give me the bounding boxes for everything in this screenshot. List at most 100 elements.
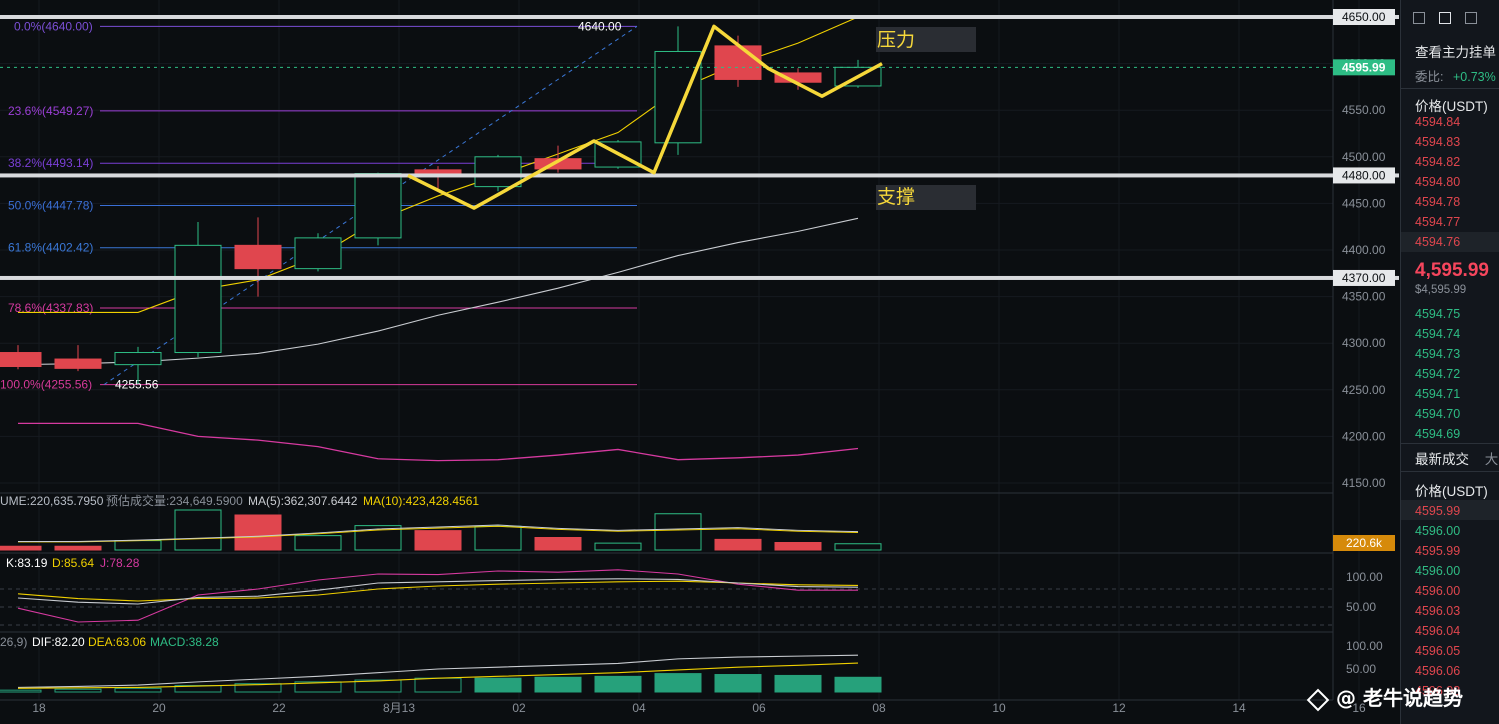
bid-row[interactable]: 4594.71 [1415,387,1461,401]
y-tick-label: 4500.00 [1342,150,1386,164]
level-line [0,15,1399,19]
tab-latest-trades[interactable]: 最新成交 大 [1415,452,1499,467]
level-badge [1333,167,1395,184]
macd-y-tick: 100.00 [1346,639,1383,653]
macd-dea-label: DEA:63.06 [88,635,146,649]
fib-label: 61.8%(4402.42) [8,241,93,255]
trade-row[interactable]: 4595.99 [1415,544,1461,558]
ma-pink-line [18,422,859,462]
ask-row[interactable]: 4594.84 [1415,115,1461,129]
fib-label: 50.0%(4447.78) [8,198,93,212]
level-badge-label: 4370.00 [1342,271,1386,285]
resistance-box [876,27,976,52]
ratio-label: 委比: [1415,70,1444,84]
fib-label: 38.2%(4493.14) [8,156,93,170]
order-book-title[interactable]: 查看主力挂单 [1415,45,1496,60]
volume-bar [474,525,522,551]
x-tick-label: 20 [152,701,166,715]
current-price: 4,595.99 [1415,260,1489,281]
ask-row[interactable]: 4594.76 [1415,235,1461,249]
level-badge [1333,269,1395,286]
order-book-view-toggles[interactable] [1401,0,1499,36]
kdj-d-label: D:85.64 [52,556,94,570]
book-list-icon[interactable] [1465,12,1477,24]
trade-row[interactable]: 4596.05 [1415,644,1461,658]
macd-histogram-bar [534,676,582,693]
trade-row[interactable]: 4596.06 [1415,664,1461,678]
fib-label: 23.6%(4549.27) [8,104,93,118]
volume-ma2-line [18,524,859,542]
volume-bar [594,542,642,551]
price-chart[interactable]: 4650.004600.004550.004500.004450.004400.… [0,0,1400,724]
fib-label: 100.0%(4255.56) [0,378,92,392]
fib-label: 78.6%(4337.83) [8,301,93,315]
bid-row[interactable]: 4594.69 [1415,427,1461,441]
bid-row[interactable]: 4594.75 [1415,307,1461,321]
macd-histogram-bar [474,677,522,693]
macd-dif-label: DIF:82.20 [32,635,85,649]
candle [234,244,282,270]
trade-row[interactable]: 4595.99 [1415,504,1461,518]
diamond-icon [1306,688,1330,711]
bid-row[interactable]: 4594.73 [1415,347,1461,361]
macd-value-label: MACD:38.28 [150,635,219,649]
volume-bar [654,513,702,551]
trade-row[interactable]: 4596.04 [1415,624,1461,638]
bid-row[interactable]: 4594.70 [1415,407,1461,421]
candle [0,352,42,367]
candle [714,45,762,80]
current-price-badge [1333,59,1395,76]
current-price-label: 4595.99 [1342,60,1386,74]
kdj-j-line [17,569,858,623]
volume-badge-label: 220.6k [1346,536,1383,550]
ratio-row: 委比: +0.73% [1415,66,1496,85]
y-tick-label: 4300.00 [1342,336,1386,350]
candle [654,50,702,144]
price-header: 价格(USDT) [1415,99,1488,114]
volume-ma5: MA(5):362,307.6442 [248,494,358,508]
bid-row[interactable]: 4594.74 [1415,327,1461,341]
macd-histogram-bar [114,687,162,693]
trade-row[interactable]: 4596.03 [1415,604,1461,618]
bid-row[interactable]: 4594.72 [1415,367,1461,381]
watermark: @ 老牛说趋势 [1306,682,1463,711]
trade-row-highlight [1401,500,1499,520]
volume-header: UME:220,635.7950 [0,494,104,508]
macd-histogram-bar [354,679,402,693]
level-badge-label: 4480.00 [1342,168,1386,182]
ask-row[interactable]: 4594.78 [1415,195,1461,209]
trades-price-header: 价格(USDT) [1415,484,1488,499]
kdj-y-tick: 100.00 [1346,570,1383,584]
x-tick-label: 02 [512,701,526,715]
volume-ma10: MA(10):423,428.4561 [363,494,479,508]
candle [54,358,102,369]
trade-row[interactable]: 4596.00 [1415,524,1461,538]
layout-icon[interactable] [1413,12,1425,24]
volume-bar [54,545,102,551]
kdj-k-label: K:83.19 [6,556,48,570]
volume-badge [1333,535,1395,551]
macd-histogram-bar [594,675,642,693]
volume-estimate: 预估成交量:234,649.5900 [106,493,243,508]
x-tick-label: 22 [272,701,286,715]
ask-row-highlight [1401,232,1499,252]
volume-bar [234,514,282,551]
support-box [876,185,976,210]
kdj-y-tick: 50.00 [1346,600,1376,614]
trade-row[interactable]: 4596.00 [1415,584,1461,598]
x-tick-label: 16 [1352,701,1366,715]
ask-row[interactable]: 4594.82 [1415,155,1461,169]
ask-row[interactable]: 4594.77 [1415,215,1461,229]
kdj-k-line [17,578,859,605]
x-tick-label: 8月13 [383,701,415,715]
trade-row[interactable]: 4596.08 [1415,684,1461,698]
kdj-j-label: J:78.28 [100,556,140,570]
y-tick-label: 4350.00 [1342,290,1386,304]
trade-row[interactable]: 4596.00 [1415,564,1461,578]
book-both-icon[interactable] [1439,12,1451,24]
ask-row[interactable]: 4594.83 [1415,135,1461,149]
support-label: 支撑 [877,186,915,208]
macd-histogram-bar [654,673,702,693]
volume-bar [534,537,582,551]
ask-row[interactable]: 4594.80 [1415,175,1461,189]
